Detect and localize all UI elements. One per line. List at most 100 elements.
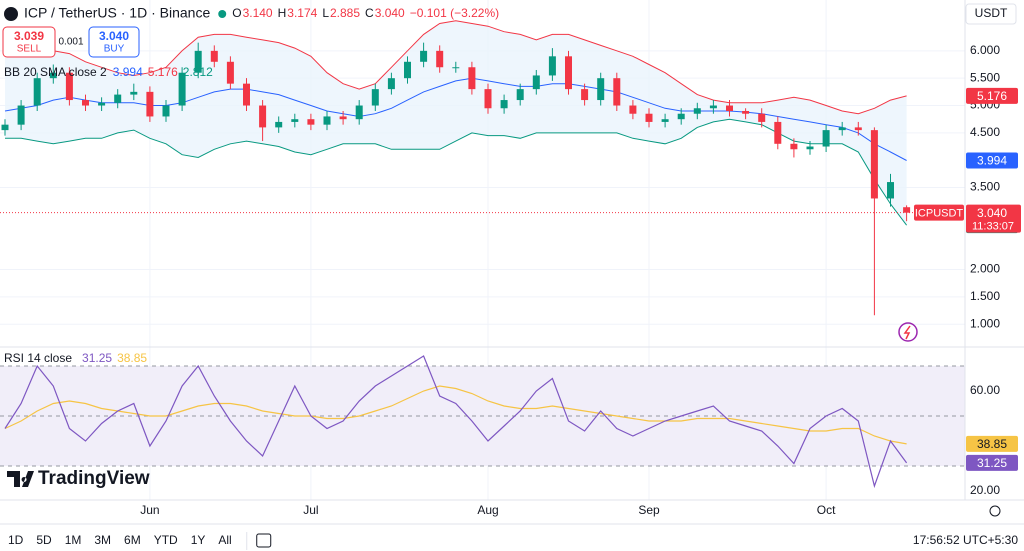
range-button[interactable]: 1M [65,533,82,547]
legend-value: 3.994 [113,65,143,79]
candle-body [82,100,89,106]
axis-tag [966,87,1018,104]
candle-body [742,110,750,114]
ohlc-value: 2.885 [330,6,360,20]
candle-body [468,67,476,90]
legend-value: 38.85 [117,351,147,365]
candle-body [226,61,234,84]
candle-body [516,89,524,101]
y-tick-label: 3.500 [970,180,1000,194]
y-tick-label: 5.500 [970,70,1000,84]
candle-body [210,50,218,62]
ticker-tag [914,204,964,221]
buy-button[interactable] [88,26,140,58]
price-tag [966,204,1021,233]
currency-label: USDT [975,6,1008,20]
indicator-legend: BB 20 SMA close 2 [4,65,107,79]
candle-body [484,89,492,109]
band-line [4,20,907,115]
clock: 17:56:52 UTC+5:30 [913,533,1018,547]
candle-body [548,56,556,76]
price-countdown: 11:33:07 [972,221,1014,233]
candle-body [162,105,170,117]
candle-body [870,130,878,199]
ohlc-label: L [322,6,329,20]
candle-body [452,67,460,69]
range-button[interactable]: YTD [154,533,178,547]
y-tick-label: 1.000 [970,316,1000,330]
alert-bolt [903,325,911,340]
candle-body [565,56,572,90]
y-tick-label: 60.00 [970,383,1000,397]
axis-tag [966,152,1018,169]
range-button[interactable]: 3M [94,533,111,547]
buy-price: 3.040 [99,29,129,43]
y-tick-label: 4.500 [970,125,1000,139]
candle-body [887,182,894,199]
candle-body [709,105,717,109]
candle-body [98,102,106,106]
candle-body [822,130,830,147]
y-tick-label: 6.000 [970,43,1000,57]
candle-body [291,119,299,122]
alert-icon[interactable] [898,322,918,342]
candle-body [371,89,379,106]
candle-body [323,116,331,125]
sell-price: 3.039 [14,29,44,43]
settings-icon[interactable] [989,505,1001,517]
spread: 0.001 [58,37,83,48]
range-button[interactable]: 1Y [191,533,206,547]
sell-label: SELL [17,44,42,55]
candle-body [387,78,395,90]
rsi-line [4,355,908,489]
x-tick-label: Aug [477,503,498,517]
brand-name: TradingView [38,468,150,489]
candle-body [726,105,733,111]
candle-body [194,50,202,73]
price-tag-value: 3.040 [977,206,1007,220]
ohlc-label: C [365,6,374,20]
axis-tag [966,454,1018,471]
x-tick-label: Sep [638,503,660,517]
ohlc-value: 3.140 [243,6,273,20]
candle-body [581,89,589,101]
ohlc-value: 3.174 [287,6,317,20]
legend-value: 31.25 [82,351,112,365]
sell-button[interactable] [2,26,56,58]
candle-body [275,121,283,128]
candle-body [677,113,685,120]
candle-body [243,83,250,106]
candle-body [790,143,798,150]
band-line [5,118,907,226]
symbol-icon [4,7,18,21]
candle-body [758,113,766,122]
range-button[interactable]: 5D [36,533,52,547]
legend-value: 2.812 [183,65,213,79]
market-status [218,10,227,18]
axis-tag-value: 3.994 [977,154,1007,168]
candle-body [420,50,428,62]
calendar-icon[interactable] [256,533,272,548]
currency-button[interactable] [965,3,1017,25]
candle-body [854,127,862,131]
range-button[interactable]: 6M [124,533,141,547]
candle-body [339,116,347,120]
candle-body [130,91,138,95]
candle-body [259,105,267,128]
ohlc-label: H [278,6,287,20]
indicator-legend: RSI 14 close [4,351,72,365]
candle-body [629,105,637,114]
rsi-line [4,385,907,445]
band-line [4,77,907,161]
legend-value: 5.176 [148,65,178,79]
brand-logo [7,471,34,487]
axis-tag [966,435,1018,452]
axis-tag-value: 5.176 [977,89,1007,103]
ticker-tag-label: ICPUSDT [915,208,964,220]
candle-body [307,119,315,125]
range-button[interactable]: All [218,533,231,547]
candle-body [436,50,444,68]
candle-body [774,121,782,144]
range-button[interactable]: 1D [8,533,24,547]
